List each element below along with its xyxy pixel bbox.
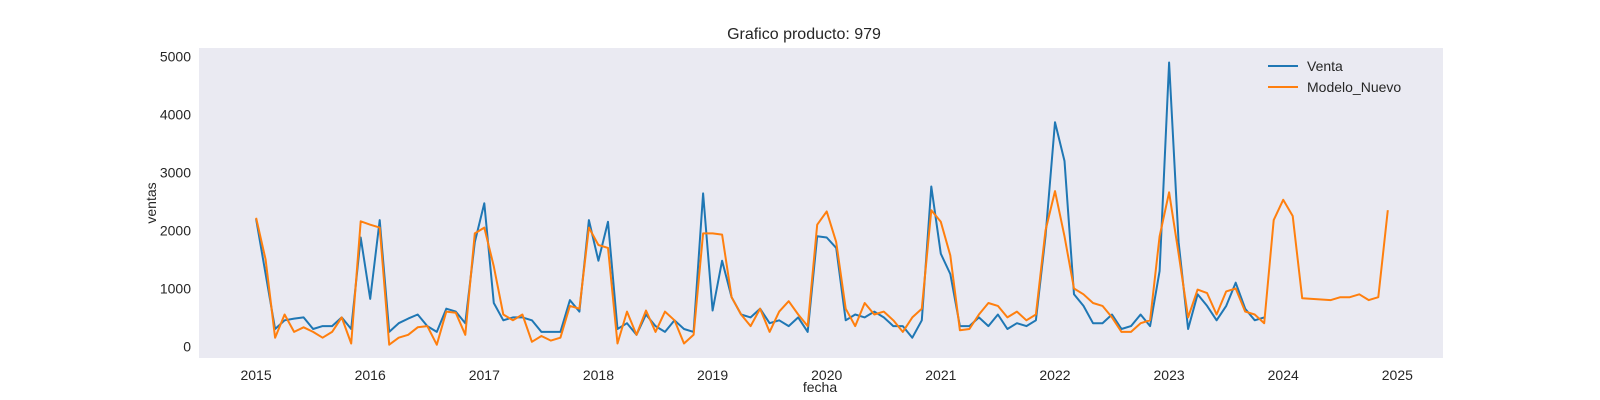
x-tick-label: 2018 <box>583 367 614 383</box>
y-tick-label: 4000 <box>160 107 191 123</box>
y-tick-label: 5000 <box>160 49 191 65</box>
x-tick-label: 2019 <box>697 367 728 383</box>
x-tick-label: 2020 <box>811 367 842 383</box>
legend-label: Modelo_Nuevo <box>1307 79 1401 95</box>
series-line-modelo-nuevo <box>255 190 1389 346</box>
chart-title: Grafico producto: 979 <box>727 26 881 43</box>
x-tick-label: 2022 <box>1039 367 1070 383</box>
x-axis-label: fecha <box>803 379 837 395</box>
legend-label: Venta <box>1307 58 1343 74</box>
y-axis-label: ventas <box>143 182 159 223</box>
x-tick-label: 2015 <box>240 367 271 383</box>
x-axis: 2015 2016 2017 2018 2019 2020 2021 2022 2023 2024… <box>240 367 1413 383</box>
y-axis: 0 1000 2000 3000 4000 5000 <box>160 49 191 355</box>
y-tick-label: 2000 <box>160 223 191 239</box>
x-tick-label: 2017 <box>469 367 500 383</box>
series-lines <box>255 61 1389 346</box>
y-tick-label: 1000 <box>160 280 191 296</box>
x-tick-label: 2023 <box>1154 367 1185 383</box>
x-tick-label: 2024 <box>1268 367 1299 383</box>
x-tick-label: 2021 <box>925 367 956 383</box>
x-tick-label: 2016 <box>355 367 386 383</box>
y-tick-label: 3000 <box>160 165 191 181</box>
x-tick-label: 2025 <box>1382 367 1413 383</box>
legend: Venta Modelo_Nuevo <box>1268 58 1401 95</box>
y-tick-label: 0 <box>183 338 191 354</box>
plot-area <box>199 48 1443 358</box>
